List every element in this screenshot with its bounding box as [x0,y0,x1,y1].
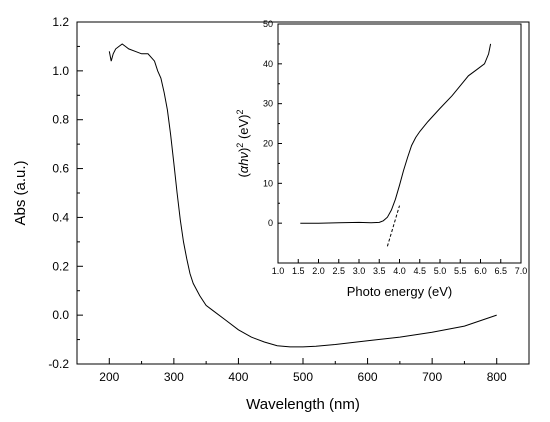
inset-y-tick-label: 30 [263,99,273,109]
inset-x-tick-label: 2.5 [332,266,345,276]
inset-ylabel-exp1: 2 [235,143,245,148]
inset-x-tick-label: 3.5 [373,266,386,276]
inset-fit-line [386,205,400,247]
inset-x-axis: 1.0 1.5 2.0 2.5 3.0 3.5 4.0 4.5 5.0 5.5 6.0 6.5 7.0 [272,259,528,276]
main-y-axis: -0.2 0.0 0.2 0.4 0.6 0.8 1.0 1.2 [48,15,83,371]
main-x-tick-label: 800 [487,370,507,384]
main-x-tick-label: 700 [422,370,442,384]
inset-y-tick-label: 50 [263,19,273,29]
inset-x-tick-label: 1.0 [272,266,285,276]
inset-ylabel-unit: (eV) [236,114,251,142]
inset-ylabel-hv: hν [236,152,251,166]
main-x-tick-label: 600 [358,370,378,384]
main-x-axis: 200 300 400 500 600 700 800 [99,358,507,384]
inset-y-axis: 0 10 20 30 40 50 [263,19,282,228]
main-x-tick-label: 400 [228,370,248,384]
main-y-tick-label: 1.0 [52,64,69,78]
main-x-tick-label: 300 [164,370,184,384]
inset-y-axis-title: (αhν)2 (eV)2 [235,109,251,177]
inset-ylabel-alpha: α [236,165,251,173]
inset-y-tick-label: 40 [263,59,273,69]
inset-tauc-line [300,43,492,224]
inset-ylabel-exp2: 2 [235,109,245,114]
inset-y-tick-label: 10 [263,178,273,188]
main-y-tick-label: 0.2 [52,259,69,273]
main-y-tick-label: 0.8 [52,113,69,127]
inset-x-tick-label: 5.0 [434,266,447,276]
main-y-axis-title: Abs (a.u.) [12,160,29,225]
main-x-axis-title: Wavelength (nm) [246,396,360,413]
main-y-tick-label: 0.6 [52,162,69,176]
inset-x-tick-label: 6.5 [494,266,507,276]
inset-y-tick-label: 20 [263,139,273,149]
inset-y-tick-label: 0 [268,218,273,228]
inset-x-tick-label: 5.5 [454,266,467,276]
main-absorbance-line [108,43,497,348]
main-y-tick-label: 1.2 [52,15,69,29]
main-y-tick-label: 0.0 [52,308,69,322]
main-y-tick-label: -0.2 [48,357,69,371]
inset-ylabel-open: ( [236,173,251,178]
inset-x-tick-label: 6.0 [474,266,487,276]
inset-x-tick-label: 1.5 [292,266,305,276]
inset-x-tick-label: 3.0 [353,266,366,276]
inset-x-axis-title: Photo energy (eV) [347,284,453,299]
inset-x-tick-label: 7.0 [515,266,528,276]
inset-x-tick-label: 4.0 [393,266,406,276]
inset-plot-frame [277,23,522,264]
inset-x-tick-label: 2.0 [312,266,325,276]
main-x-tick-label: 500 [293,370,313,384]
main-y-tick-label: 0.4 [52,210,69,224]
main-x-tick-label: 200 [99,370,119,384]
inset-x-tick-label: 4.5 [413,266,426,276]
inset-ylabel-close: ) [236,148,251,152]
